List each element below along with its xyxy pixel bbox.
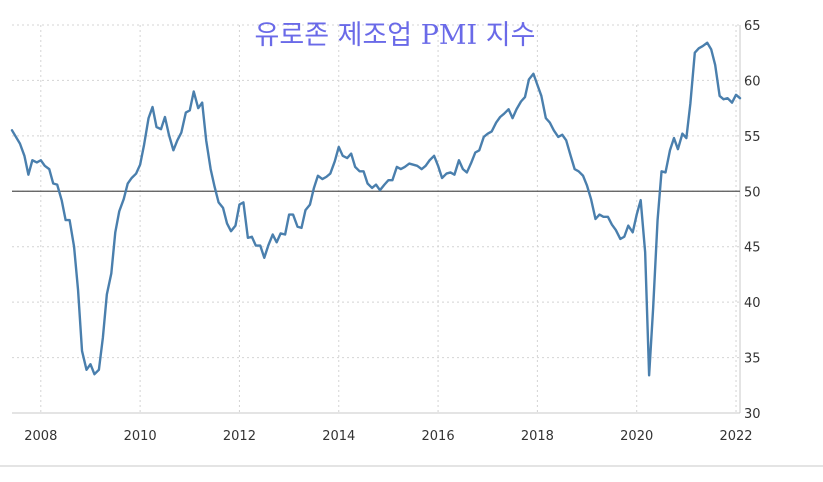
chart-title: 유로존 제조업 PMI 지수	[255, 20, 536, 51]
x-tick-label: 2012	[223, 429, 256, 444]
x-tick-label: 2008	[24, 429, 57, 444]
x-tick-label: 2020	[620, 429, 653, 444]
y-axis-ticks: 30 35 40 45 50 55 60 65	[744, 19, 761, 422]
y-tick-label: 50	[744, 185, 761, 200]
x-tick-label: 2014	[322, 429, 355, 444]
x-axis-ticks: 2008 2010 2012 2014 2016 2018 2020 2022	[24, 429, 752, 444]
y-tick-label: 55	[744, 130, 761, 145]
x-tick-label: 2018	[521, 429, 554, 444]
y-tick-label: 35	[744, 352, 761, 367]
x-tick-label: 2022	[719, 429, 752, 444]
x-tick-label: 2010	[124, 429, 157, 444]
y-tick-label: 30	[744, 407, 761, 422]
axes	[0, 25, 823, 467]
x-tick-label: 2016	[422, 429, 455, 444]
y-tick-label: 65	[744, 19, 761, 34]
gridlines	[12, 24, 740, 414]
y-tick-label: 40	[744, 296, 761, 311]
y-tick-label: 45	[744, 241, 761, 256]
series-line	[10, 41, 742, 377]
y-tick-label: 60	[744, 74, 761, 89]
